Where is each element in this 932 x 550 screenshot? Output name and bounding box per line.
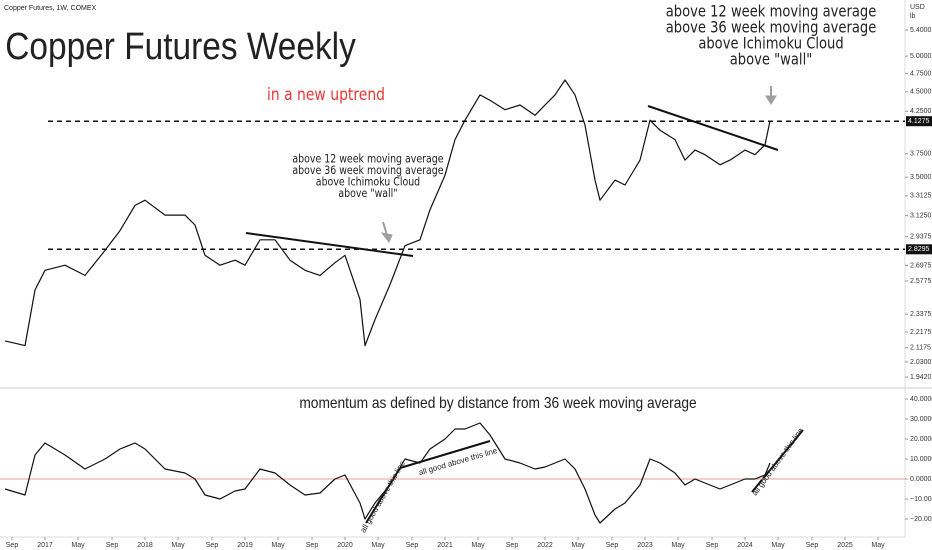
x-tick-label: 2023 xyxy=(637,542,653,549)
annotation: above 12 week moving average xyxy=(666,2,877,21)
y-tick-label: 2.0300 xyxy=(910,359,932,366)
annotation: above Ichimoku Cloud xyxy=(316,175,420,188)
x-tick-label: May xyxy=(271,542,285,549)
x-tick-label: Sep xyxy=(6,542,19,549)
y-tick-label: 3.3125 xyxy=(910,193,932,200)
y-tick-label: 2.5775 xyxy=(910,278,932,285)
x-tick-label: May xyxy=(871,542,885,549)
x-tick-label: May xyxy=(371,542,385,549)
level-label: 2.8295 xyxy=(908,246,930,253)
level-badge xyxy=(906,116,932,127)
momentum-title: momentum as defined by distance from 36 … xyxy=(299,394,696,412)
y-tick-label: 4.5000 xyxy=(910,89,932,96)
x-tick-label: Sep xyxy=(706,542,719,549)
y-tick-label: 4.2500 xyxy=(910,108,932,115)
series-line xyxy=(4,422,771,524)
y-tick-label: 2.2175 xyxy=(910,329,932,336)
x-tick-label: Sep xyxy=(506,542,519,549)
annotation: above Ichimoku Cloud xyxy=(698,34,843,53)
x-tick-label: Sep xyxy=(406,542,419,549)
annotation: above "wall" xyxy=(730,50,812,69)
y-tick-label: 2.3375 xyxy=(910,311,932,318)
y-tick-label: 3.5000 xyxy=(910,174,932,181)
annotation: in a new uptrend xyxy=(267,85,385,105)
x-tick-label: Sep xyxy=(806,542,819,549)
x-tick-label: May xyxy=(71,542,85,549)
x-tick-label: 2021 xyxy=(437,542,453,549)
y-tick-label: 2.6975 xyxy=(910,262,932,269)
axis-unit: lb xyxy=(910,13,916,20)
y-tick-label: 40.0000 xyxy=(910,396,932,403)
x-tick-label: 2022 xyxy=(537,542,553,549)
y-tick-label: 20.0000 xyxy=(910,436,932,443)
y-tick-label: 10.0000 xyxy=(910,456,932,463)
level-label: 4.1275 xyxy=(908,118,930,125)
x-tick-label: 2017 xyxy=(37,542,53,549)
series-line xyxy=(4,79,771,347)
x-tick-label: Sep xyxy=(106,542,119,549)
x-tick-label: May xyxy=(171,542,185,549)
arrows xyxy=(380,86,777,243)
axis-unit: USD xyxy=(910,4,925,11)
x-tick-label: Sep xyxy=(206,542,219,549)
chart-subtitle: Copper Futures, 1W, COMEX xyxy=(4,5,97,12)
x-tick-label: 2025 xyxy=(837,542,853,549)
annotation: above "wall" xyxy=(338,187,397,200)
trend-lines xyxy=(245,105,804,524)
x-tick-label: May xyxy=(771,542,785,549)
y-tick-label: 30.0000 xyxy=(910,416,932,423)
annotation: above 36 week moving average xyxy=(292,164,443,177)
x-tick-label: Sep xyxy=(306,542,319,549)
x-tick-label: Sep xyxy=(606,542,619,549)
y-tick-label: 0.0000 xyxy=(910,476,932,483)
y-tick-label: 5.4000 xyxy=(910,27,932,34)
y-tick-label: −10.0000 xyxy=(910,496,932,503)
x-tick-label: 2019 xyxy=(237,542,253,549)
level-badge xyxy=(906,244,932,255)
y-tick-label: 1.9420 xyxy=(910,374,932,381)
y-tick-label: 3.7500 xyxy=(910,151,932,158)
x-tick-label: 2020 xyxy=(337,542,353,549)
x-tick-label: May xyxy=(571,542,585,549)
x-tick-label: May xyxy=(471,542,485,549)
y-tick-label: 3.1250 xyxy=(910,212,932,219)
chart-title: Copper Futures Weekly xyxy=(5,25,356,67)
x-tick-label: 2024 xyxy=(737,542,753,549)
y-tick-label: 2.9375 xyxy=(910,233,932,240)
annotation: above 36 week moving average xyxy=(666,18,877,37)
annotation: above 12 week moving average xyxy=(292,152,443,165)
y-tick-label: 5.0000 xyxy=(910,53,932,60)
x-tick-label: 2018 xyxy=(137,542,153,549)
y-tick-label: 2.1175 xyxy=(910,344,931,351)
x-tick-label: May xyxy=(671,542,685,549)
y-tick-label: 4.7500 xyxy=(910,70,932,77)
y-tick-label: −20.0000 xyxy=(910,516,932,523)
